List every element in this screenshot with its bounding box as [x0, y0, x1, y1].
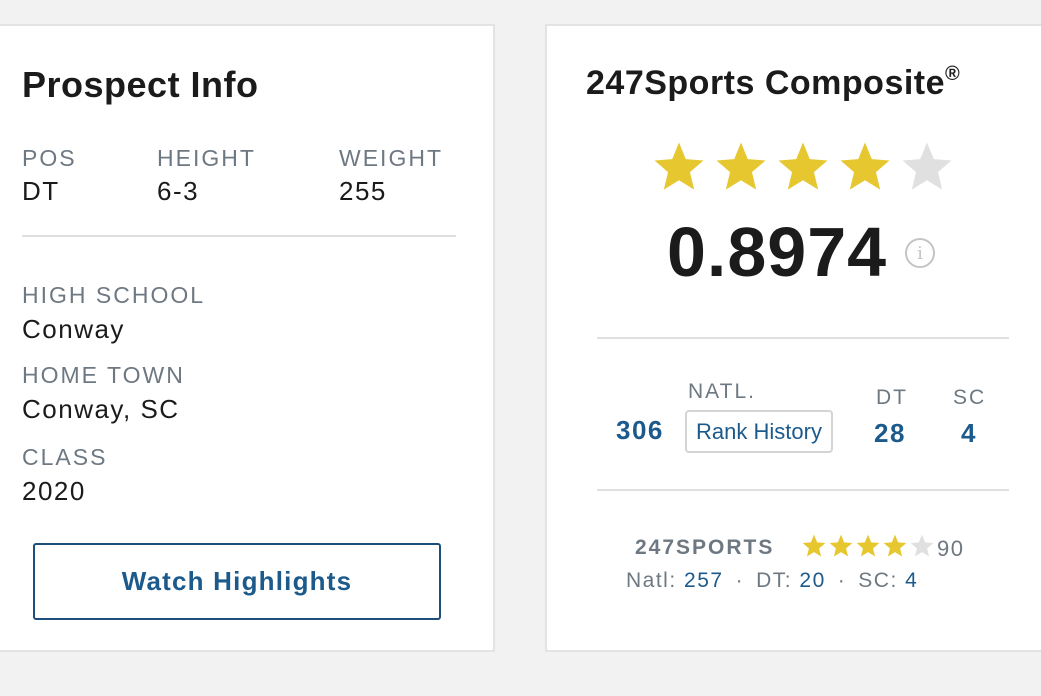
star-empty-icon [899, 139, 955, 195]
star-filled-icon [855, 533, 881, 559]
sports247-pos-value[interactable]: 20 [799, 569, 826, 592]
position-rank-value[interactable]: 28 [874, 418, 906, 448]
composite-divider-bottom [597, 489, 1009, 491]
prospect-info-card: Prospect Info POS DT HEIGHT 6-3 WEIGHT 2… [0, 24, 495, 652]
watch-highlights-button[interactable]: Watch Highlights [33, 543, 441, 620]
natl-rank-value[interactable]: 306 [616, 415, 664, 445]
high-school-label: HIGH SCHOOL [22, 282, 206, 308]
weight-label: WEIGHT [339, 145, 443, 171]
height-value: 6-3 [157, 176, 200, 206]
home-town-value: Conway, SC [22, 394, 180, 424]
star-filled-icon [651, 139, 707, 195]
pos-value: DT [22, 176, 60, 206]
class-label: CLASS [22, 444, 108, 470]
high-school-value: Conway [22, 314, 125, 344]
star-filled-icon [882, 533, 908, 559]
separator-dot: · [735, 569, 745, 592]
sports247-natl-label: Natl: [626, 569, 677, 592]
rank-history-button[interactable]: Rank History [685, 410, 833, 453]
sports247-star-rating [801, 533, 935, 559]
position-rank-label: DT [876, 386, 908, 409]
weight-value: 255 [339, 176, 387, 206]
prospect-info-title: Prospect Info [22, 64, 259, 105]
sports247-ranks-row: Natl: 257 · DT: 20 · SC: 4 [626, 569, 918, 593]
sports247-natl-value[interactable]: 257 [684, 569, 724, 592]
class-value: 2020 [22, 476, 86, 506]
pos-label: POS [22, 145, 77, 171]
registered-mark: ® [945, 62, 961, 85]
sports247-rating: 90 [937, 536, 965, 561]
state-rank-value[interactable]: 4 [961, 418, 977, 448]
composite-star-rating [651, 139, 955, 195]
sports247-label: 247SPORTS [635, 536, 775, 559]
sports247-pos-label: DT: [756, 569, 793, 592]
info-icon[interactable]: i [905, 238, 935, 268]
home-town-label: HOME TOWN [22, 362, 185, 388]
sports247-state-label: SC: [858, 569, 898, 592]
star-filled-icon [801, 533, 827, 559]
composite-rating: 0.8974 [667, 213, 888, 291]
sports247-state-value[interactable]: 4 [905, 569, 919, 592]
star-filled-icon [713, 139, 769, 195]
star-filled-icon [837, 139, 893, 195]
state-rank-label: SC [953, 386, 987, 409]
star-empty-icon [909, 533, 935, 559]
composite-title: 247Sports Composite® [586, 62, 961, 103]
prospect-divider [22, 235, 456, 237]
composite-title-text: 247Sports Composite [586, 64, 946, 102]
star-filled-icon [828, 533, 854, 559]
separator-dot: · [837, 569, 847, 592]
natl-label: NATL. [688, 380, 756, 403]
composite-divider-top [597, 337, 1009, 339]
star-filled-icon [775, 139, 831, 195]
height-label: HEIGHT [157, 145, 256, 171]
composite-card: 247Sports Composite® 0.8974 i NATL. 306 … [545, 24, 1041, 652]
